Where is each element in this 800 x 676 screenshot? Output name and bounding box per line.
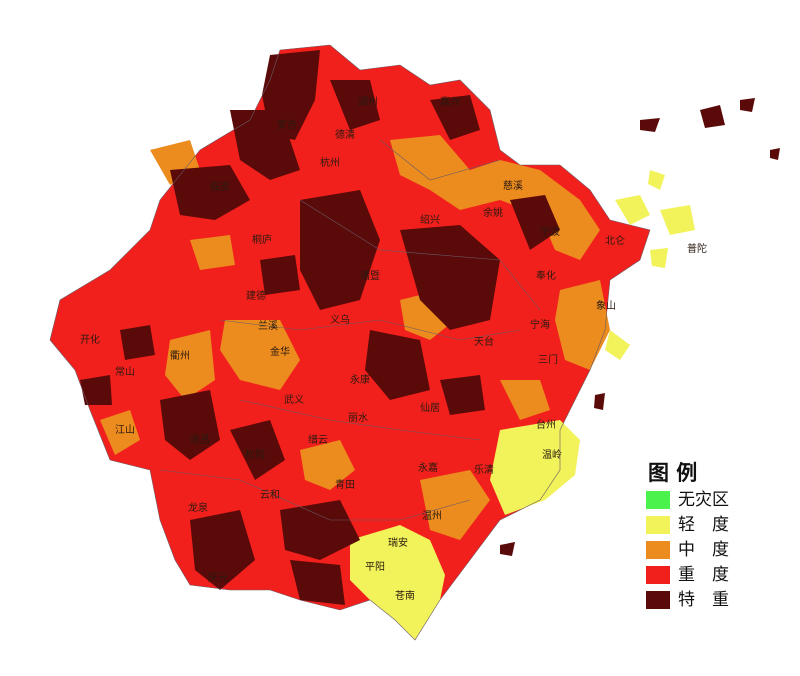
boundary-lines	[49, 44, 651, 641]
place-label: 北仑	[605, 234, 625, 247]
place-label: 江山	[115, 424, 135, 436]
place-label: 武义	[284, 393, 304, 406]
place-label: 永嘉	[418, 461, 438, 474]
place-label: 余姚	[483, 206, 503, 219]
legend-label: 中 度	[678, 540, 729, 560]
place-label: 丽水	[348, 412, 368, 424]
extreme-areas	[80, 50, 780, 605]
place-label: 云和	[260, 489, 280, 501]
legend-swatch	[646, 566, 670, 584]
place-label: 天台	[474, 335, 494, 348]
legend-label: 重 度	[678, 565, 729, 585]
place-label: 建德	[246, 289, 266, 302]
place-label: 绍兴	[420, 213, 440, 226]
place-label: 温州	[422, 510, 442, 522]
place-label: 遂昌	[190, 433, 210, 446]
legend-label: 无灾区	[678, 490, 729, 510]
legend-swatch	[646, 541, 670, 559]
place-label: 义乌	[330, 313, 350, 326]
place-label: 象山	[596, 300, 616, 312]
place-label: 湖州	[358, 96, 378, 108]
place-label: 三门	[538, 353, 558, 366]
legend-swatch	[646, 491, 670, 509]
place-label: 常山	[115, 365, 135, 378]
place-label: 平阳	[365, 561, 385, 573]
light-areas	[350, 170, 695, 640]
place-label: 杭州	[320, 156, 340, 169]
place-label: 临安	[210, 180, 230, 193]
place-label: 安吉	[277, 118, 297, 131]
place-label: 松阳	[245, 448, 265, 461]
place-label: 仙居	[420, 401, 440, 414]
place-label: 台州	[536, 418, 556, 431]
legend-swatch	[646, 516, 670, 534]
place-label: 金华	[270, 345, 290, 358]
place-label: 永康	[350, 373, 370, 386]
place-label: 温岭	[542, 448, 562, 461]
place-label: 桐庐	[252, 233, 272, 246]
place-label: 乐清	[474, 463, 494, 476]
place-label: 宁海	[530, 318, 550, 331]
place-label: 慈溪	[503, 179, 523, 192]
place-label: 德清	[335, 128, 355, 141]
place-label: 开化	[80, 333, 100, 346]
place-label: 宁波	[540, 225, 560, 238]
place-label: 诸暨	[360, 270, 380, 282]
legend-label: 轻 度	[678, 515, 729, 535]
place-label: 普陀	[687, 242, 707, 255]
place-label: 瑞安	[388, 536, 408, 549]
place-label: 庆元	[208, 571, 228, 584]
legend-label: 特 重	[678, 590, 729, 610]
place-label: 苍南	[395, 589, 415, 602]
place-label: 龙泉	[188, 501, 208, 514]
place-label: 嘉兴	[440, 95, 460, 108]
place-label: 奉化	[536, 269, 556, 282]
place-label: 衢州	[170, 350, 190, 362]
legend-swatch	[646, 591, 670, 609]
place-label: 青田	[335, 478, 355, 491]
legend-title: 图 例	[648, 461, 697, 485]
place-label: 兰溪	[258, 319, 278, 332]
place-labels: 安吉 湖州 嘉兴 德清 临安 杭州 桐庐 慈溪 余姚 宁波 北仑 普陀 奉化 象…	[80, 95, 707, 602]
place-label: 缙云	[308, 433, 328, 446]
